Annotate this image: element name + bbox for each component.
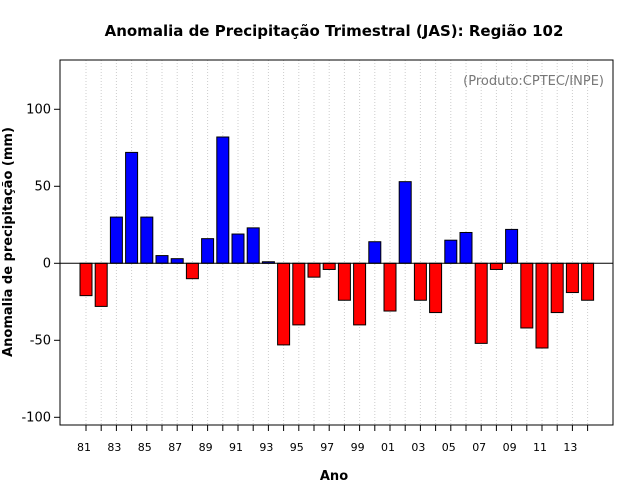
bar-01 bbox=[383, 262, 397, 312]
y-tick-label: -100 bbox=[21, 410, 51, 425]
bar-05 bbox=[444, 239, 458, 264]
bar-00 bbox=[368, 241, 382, 264]
bar-87 bbox=[170, 258, 184, 264]
bar-06 bbox=[459, 231, 473, 264]
y-tick-label: 0 bbox=[43, 256, 51, 271]
x-tick-label: 99 bbox=[351, 441, 365, 454]
bar-13 bbox=[565, 262, 579, 294]
bar-98 bbox=[337, 262, 351, 301]
x-tick-label: 03 bbox=[411, 441, 425, 454]
y-tick-label: 100 bbox=[26, 102, 51, 117]
x-tick-label: 81 bbox=[77, 441, 91, 454]
bar-99 bbox=[353, 262, 367, 326]
bar-03 bbox=[413, 262, 427, 301]
bar-82 bbox=[94, 262, 108, 307]
y-tick-label: 50 bbox=[34, 179, 51, 194]
x-tick-label: 05 bbox=[442, 441, 456, 454]
bar-94 bbox=[277, 262, 291, 346]
credit-label: (Produto:CPTEC/INPE) bbox=[463, 74, 604, 89]
x-tick-label: 95 bbox=[290, 441, 304, 454]
bar-90 bbox=[216, 136, 230, 264]
bar-81 bbox=[79, 262, 93, 297]
bar-97 bbox=[322, 262, 336, 270]
bar-85 bbox=[140, 216, 154, 264]
bar-91 bbox=[231, 233, 245, 264]
x-tick-label: 01 bbox=[381, 441, 395, 454]
x-tick-label: 91 bbox=[229, 441, 243, 454]
bar-86 bbox=[155, 255, 169, 264]
bar-11 bbox=[535, 262, 549, 349]
bar-12 bbox=[550, 262, 564, 314]
x-tick-label: 11 bbox=[533, 441, 547, 454]
bars bbox=[79, 136, 595, 349]
bar-84 bbox=[125, 151, 139, 264]
bar-04 bbox=[429, 262, 443, 314]
x-tick-label: 07 bbox=[472, 441, 486, 454]
bar-96 bbox=[307, 262, 321, 278]
x-tick-label: 83 bbox=[107, 441, 121, 454]
y-axis-label: Anomalia de precipitação (mm) bbox=[1, 127, 16, 357]
bar-89 bbox=[201, 238, 215, 264]
bar-07 bbox=[474, 262, 488, 344]
bar-92 bbox=[246, 227, 260, 264]
plot-frame bbox=[59, 59, 614, 426]
bar-02 bbox=[398, 181, 412, 264]
bar-95 bbox=[292, 262, 306, 326]
bar-83 bbox=[109, 216, 123, 264]
x-tick-label: 97 bbox=[320, 441, 334, 454]
y-axis: -100 -50 0 50 100 bbox=[21, 102, 60, 425]
x-tick-label: 89 bbox=[199, 441, 213, 454]
x-axis-label: Ano bbox=[320, 469, 348, 484]
x-axis: 81 83 85 87 89 91 93 95 97 99 01 03 05 07 09 11 13 bbox=[77, 425, 589, 454]
bar-14 bbox=[581, 262, 595, 301]
bar-09 bbox=[505, 228, 519, 264]
bar-88 bbox=[185, 262, 199, 280]
x-tick-label: 93 bbox=[259, 441, 273, 454]
gridlines bbox=[85, 60, 589, 425]
bar-08 bbox=[489, 262, 503, 270]
x-tick-label: 13 bbox=[563, 441, 577, 454]
y-tick-label: -50 bbox=[30, 333, 51, 348]
bar-10 bbox=[520, 262, 534, 329]
chart-title: Anomalia de Precipitação Trimestral (JAS… bbox=[105, 22, 564, 40]
x-tick-label: 85 bbox=[138, 441, 152, 454]
x-tick-label: 09 bbox=[503, 441, 517, 454]
x-tick-label: 87 bbox=[168, 441, 182, 454]
